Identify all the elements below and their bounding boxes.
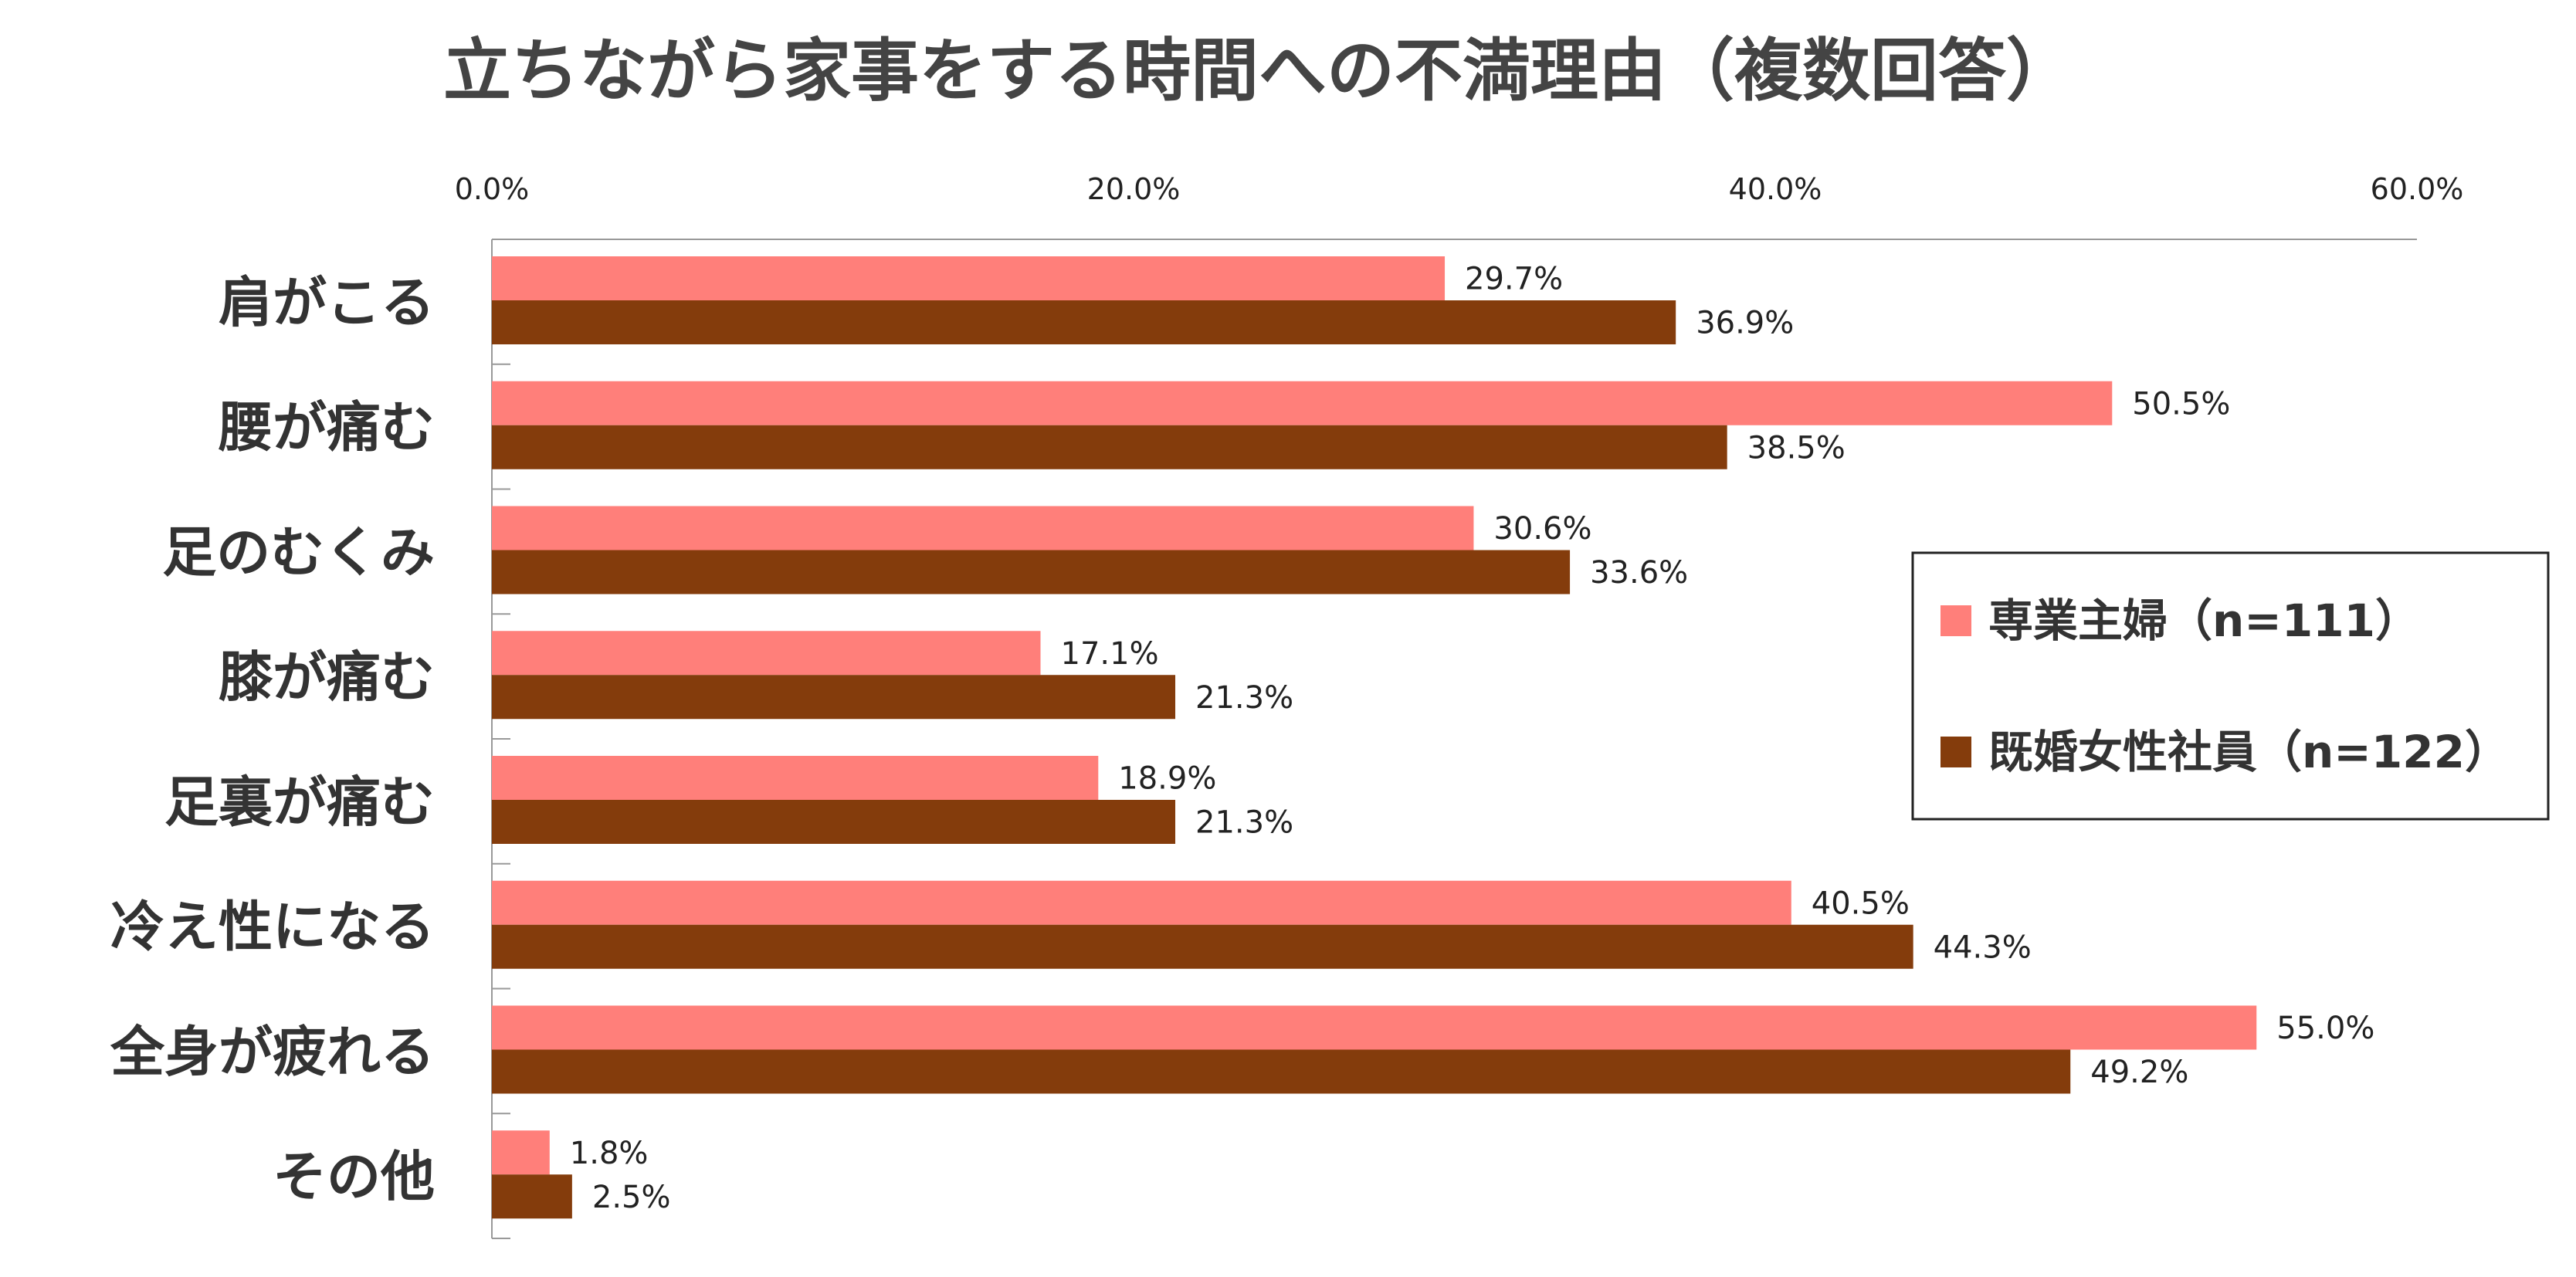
category-label: 腰が痛む	[218, 396, 435, 459]
bar-series-2	[492, 1174, 572, 1219]
x-tick-label: 20.0%	[1087, 172, 1181, 206]
legend: 専業主婦（n=111） 既婚女性社員（n=122）	[1911, 551, 2550, 821]
legend-label: 既婚女性社員（n=122）	[1988, 726, 2510, 778]
category-label: その他	[273, 1145, 435, 1208]
category-label: 足裏が痛む	[164, 771, 435, 834]
legend-swatch	[1940, 605, 1971, 636]
bar-series-2	[492, 550, 1571, 594]
category-label: 肩がこる	[219, 271, 435, 334]
x-tick-label: 40.0%	[1729, 172, 1822, 206]
bar-series-2	[492, 425, 1727, 469]
data-label: 40.5%	[1812, 886, 1910, 921]
bar-series-1	[492, 1005, 2257, 1050]
data-label: 21.3%	[1195, 680, 1293, 716]
data-label: 38.5%	[1747, 430, 1846, 466]
chart-title: 立ちながら家事をする時間への不満理由（複数回答）	[443, 31, 2074, 110]
bar-series-1	[492, 756, 1099, 800]
data-label: 44.3%	[1934, 930, 2032, 965]
legend-label: 専業主婦（n=111）	[1988, 594, 2420, 647]
bar-series-1	[492, 880, 1791, 925]
data-label: 50.5%	[2132, 386, 2230, 422]
data-label: 55.0%	[2276, 1011, 2374, 1046]
data-label: 17.1%	[1061, 636, 1159, 672]
legend-box	[1911, 551, 2550, 821]
x-tick-label: 0.0%	[455, 172, 530, 206]
bar-series-2	[492, 300, 1676, 344]
bar-series-1	[492, 506, 1474, 550]
data-label: 30.6%	[1493, 511, 1591, 547]
bar-series-1	[492, 631, 1041, 676]
bar-series-2	[492, 675, 1176, 720]
category-label: 膝が痛む	[219, 645, 435, 709]
bar-series-1	[492, 256, 1446, 300]
data-labels: 29.7% 50.5% 30.6% 17.1% 18.9% 40.5% 55.0% 1.8% 3…	[570, 262, 2375, 1215]
category-label: 冷え性になる	[110, 896, 435, 959]
data-label: 18.9%	[1118, 761, 1216, 797]
data-label: 49.2%	[2090, 1055, 2188, 1090]
legend-swatch	[1940, 737, 1971, 767]
bar-series-2	[492, 1049, 2071, 1094]
bars	[492, 256, 2257, 1219]
bar-series-1	[492, 381, 2113, 425]
category-label: 全身が疲れる	[110, 1020, 435, 1083]
data-label: 33.6%	[1590, 555, 1688, 591]
x-tick-label: 60.0%	[2371, 172, 2464, 206]
category-label: 足のむくみ	[162, 520, 435, 584]
data-label: 29.7%	[1465, 262, 1563, 297]
bar-series-2	[492, 924, 1913, 969]
data-label: 36.9%	[1696, 306, 1794, 341]
bar-series-1	[492, 1130, 550, 1175]
bar-series-2	[492, 800, 1176, 844]
data-label: 1.8%	[570, 1136, 649, 1171]
x-tick-labels: 0.0% 20.0% 40.0% 60.0%	[455, 172, 2464, 206]
data-label: 2.5%	[592, 1180, 671, 1215]
data-label: 21.3%	[1195, 805, 1293, 841]
